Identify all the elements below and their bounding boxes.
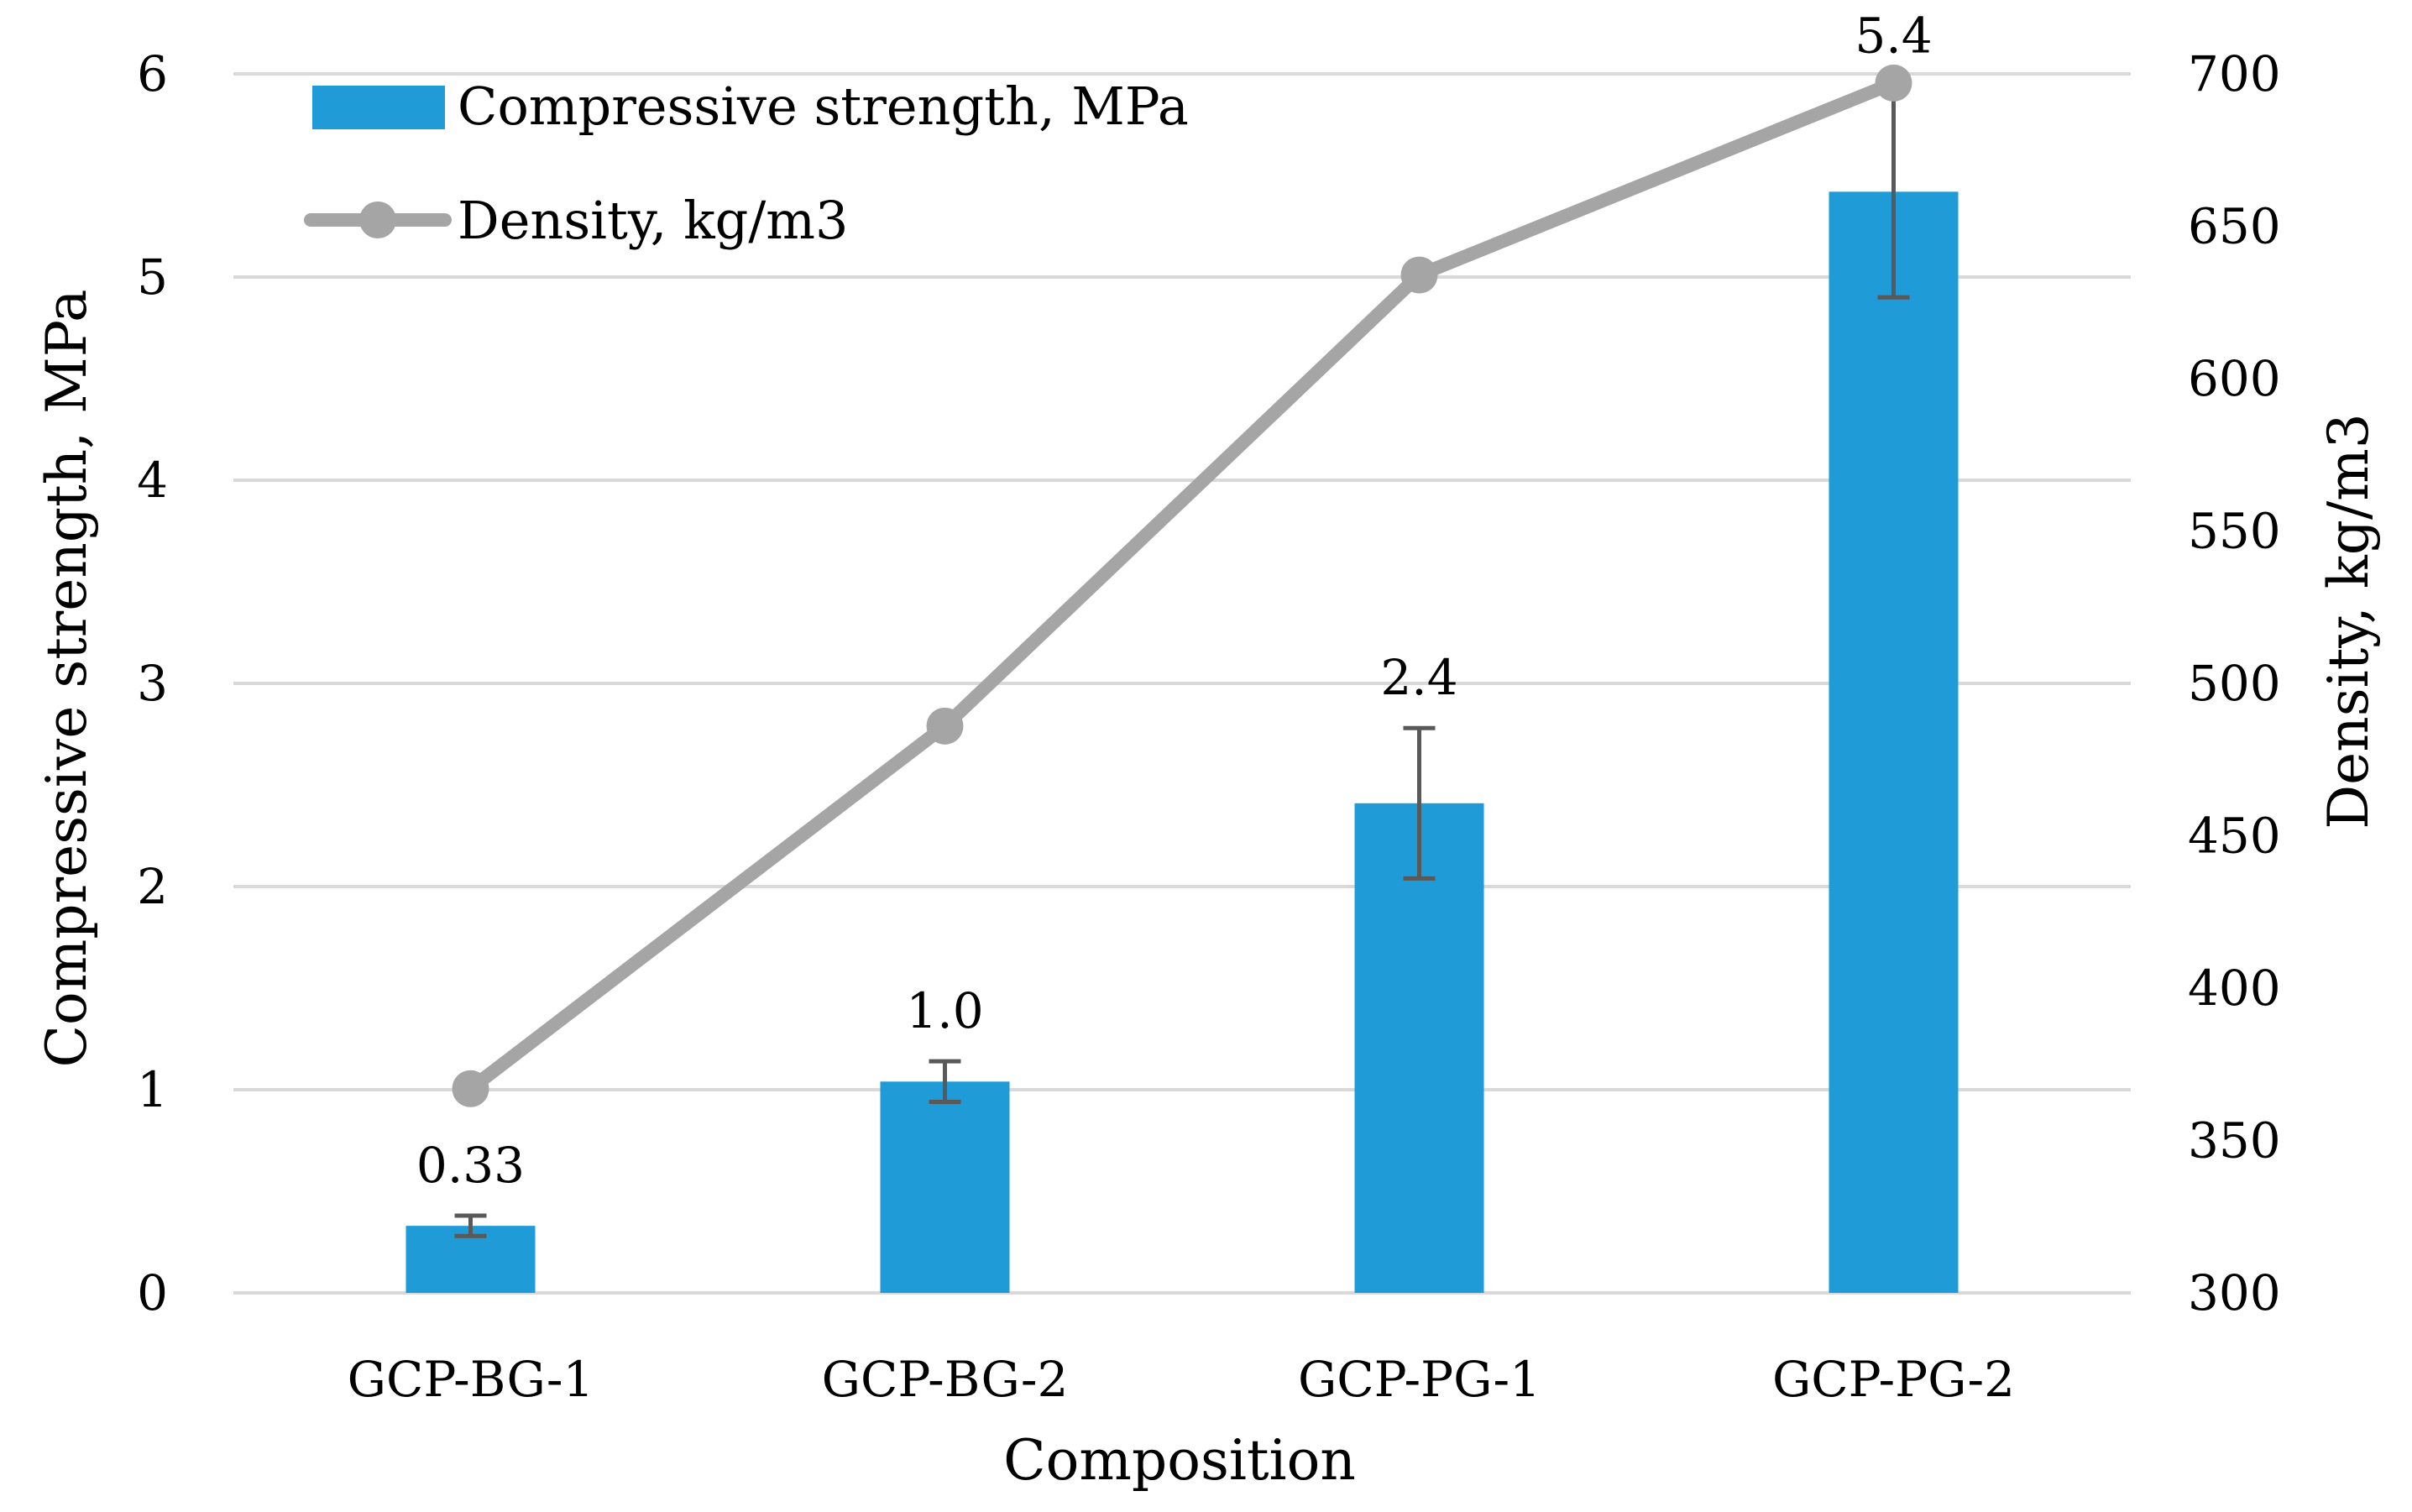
left-tick-label: 2 <box>137 858 168 915</box>
right-tick-label: 700 <box>2188 45 2281 102</box>
left-tick-label: 3 <box>137 655 168 712</box>
right-tick-label: 350 <box>2188 1112 2281 1169</box>
left-tick-label: 4 <box>137 452 168 509</box>
right-tick-label: 450 <box>2188 808 2281 865</box>
data-labels: 0.33 1.0 2.4 5.4 <box>416 8 1933 1195</box>
bar-data-label: 1.0 <box>906 982 983 1039</box>
right-tick-label: 300 <box>2188 1264 2281 1321</box>
x-axis-ticks: GCP-BG-1 GCP-BG-2 GCP-PG-1 GCP-PG-2 <box>348 1351 2015 1408</box>
x-tick-label: GCP-PG-2 <box>1772 1351 2015 1408</box>
bar <box>1829 191 1959 1294</box>
legend-line-marker <box>359 201 396 238</box>
left-tick-label: 0 <box>137 1264 168 1321</box>
x-tick-label: GCP-PG-1 <box>1298 1351 1541 1408</box>
density-point <box>1400 256 1438 294</box>
left-axis-title: Compressive strength, MPa <box>34 290 99 1068</box>
left-tick-label: 6 <box>137 45 168 102</box>
legend-bar-swatch <box>312 86 445 129</box>
left-axis-ticks: 0 1 2 3 4 5 6 <box>137 45 168 1321</box>
x-axis-title: Composition <box>1003 1428 1356 1493</box>
density-point <box>926 707 964 745</box>
right-tick-label: 400 <box>2188 960 2281 1017</box>
bar-data-label: 0.33 <box>416 1137 525 1194</box>
legend-line-label: Density, kg/m3 <box>458 190 848 251</box>
right-tick-label: 550 <box>2188 503 2281 560</box>
legend-bar-label: Compressive strength, MPa <box>458 76 1189 137</box>
left-tick-label: 1 <box>137 1061 168 1118</box>
bar-series <box>405 191 1959 1294</box>
error-bars <box>454 84 1910 1238</box>
gridlines <box>233 72 2131 1295</box>
bar <box>880 1081 1010 1293</box>
density-line <box>463 76 1901 1096</box>
right-tick-label: 500 <box>2188 655 2281 712</box>
bar-data-label: 2.4 <box>1380 649 1457 706</box>
right-tick-label: 650 <box>2188 198 2281 255</box>
x-tick-label: GCP-BG-2 <box>822 1351 1069 1408</box>
left-tick-label: 5 <box>137 249 168 306</box>
line-series <box>452 64 1912 1107</box>
right-axis-title: Density, kg/m3 <box>2316 413 2381 829</box>
right-tick-label: 600 <box>2188 350 2281 407</box>
legend: Compressive strength, MPa Density, kg/m3 <box>304 76 1189 251</box>
bar <box>1354 803 1484 1293</box>
density-point <box>452 1070 489 1107</box>
density-point <box>1875 64 1912 102</box>
bar-data-label: 5.4 <box>1855 8 1932 65</box>
x-tick-label: GCP-BG-1 <box>348 1351 594 1408</box>
right-axis-ticks: 300 350 400 450 500 550 600 650 700 <box>2188 45 2281 1321</box>
